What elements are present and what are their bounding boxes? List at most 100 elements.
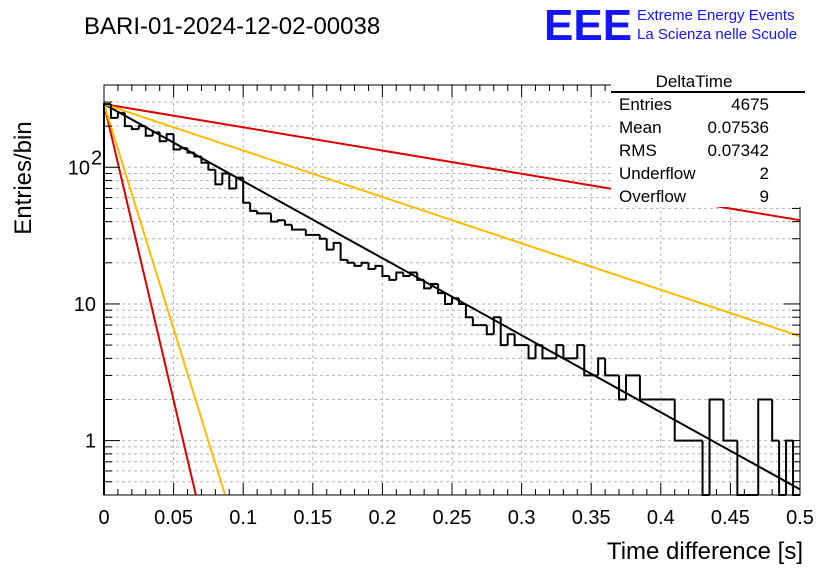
histogram-bin [576, 344, 585, 359]
logo-line-2: La Scienza nelle Scuole [637, 26, 797, 43]
histogram-bin [604, 358, 613, 377]
histogram-bin [158, 132, 167, 143]
histogram-bin [701, 440, 710, 496]
x-tick-label: 0.45 [711, 507, 750, 529]
histogram-bin [451, 297, 459, 304]
histogram-bin [151, 131, 160, 136]
stats-box-background [611, 73, 805, 207]
chart-title: BARI-01-2024-12-02-00038 [84, 13, 380, 40]
histogram-bin [346, 259, 355, 264]
logo-line-1: Extreme Energy Events [637, 7, 795, 24]
histogram-bin [283, 220, 292, 226]
histogram-bin [708, 398, 717, 495]
histogram-bin [144, 126, 153, 137]
histogram-bin [416, 272, 425, 281]
histogram-bin [256, 210, 265, 215]
histogram-bin [423, 279, 432, 290]
histogram-bin [722, 399, 731, 442]
histogram-bin [673, 399, 682, 442]
stats-value: 0.07342 [708, 141, 769, 160]
histogram-bin [249, 202, 258, 212]
histogram-bin [172, 134, 181, 151]
tick-labels: 0 0.05 0.1 0.15 0.2 0.25 0.3 0.35 0.4 0.45 0.5 1 10 1… [68, 147, 814, 529]
histogram-bin [618, 375, 626, 401]
histogram-bin [499, 317, 508, 347]
fit-line [103, 103, 197, 496]
histogram-bin [757, 398, 766, 495]
histogram-bin [778, 440, 787, 496]
histogram-bin [137, 125, 146, 130]
stats-value: 4675 [731, 95, 769, 114]
stats-label: Underflow [619, 164, 696, 183]
stats-title: DeltaTime [656, 72, 733, 91]
axes [103, 84, 801, 496]
y-tick-label-exponent: 2 [91, 147, 102, 169]
histogram-bin [736, 440, 745, 496]
stats-value: 0.07536 [708, 118, 769, 137]
histogram-bin [116, 111, 125, 118]
x-tick-label: 0.15 [293, 507, 332, 529]
histogram-bin [193, 152, 202, 158]
histogram-bin [437, 283, 446, 295]
histogram-bin [290, 224, 299, 231]
histogram-bin [785, 439, 794, 495]
stats-value: 9 [760, 187, 769, 206]
histogram-bin [214, 169, 223, 186]
histogram-bin [492, 316, 501, 335]
stats-value: 2 [760, 164, 769, 183]
histogram-bin [123, 112, 132, 128]
histogram-bin [625, 374, 633, 400]
histogram-bin [109, 104, 118, 119]
x-tick-label: 0 [98, 507, 109, 529]
histogram-bin [527, 345, 536, 360]
histogram-bin [471, 317, 480, 327]
fit-line [103, 103, 227, 496]
x-tick-label: 0.5 [786, 507, 814, 529]
histogram-bin [541, 345, 550, 360]
histogram-bin [325, 238, 334, 251]
stats-label: Mean [619, 118, 662, 137]
y-tick-label: 10 [74, 294, 96, 316]
histogram-bin [444, 293, 452, 305]
histogram-bin [388, 276, 397, 281]
histogram-bin [367, 262, 376, 271]
histogram-bin [186, 148, 195, 154]
eee-logo: EEE Extreme Energy Events La Scienza nel… [544, 1, 797, 50]
histogram-bin [103, 103, 111, 495]
stats-label: Entries [619, 95, 672, 114]
histogram-bin [534, 344, 543, 359]
histogram-bin [457, 298, 466, 305]
histogram-bin [221, 172, 230, 185]
histogram-bin [228, 173, 237, 190]
histogram-bin [339, 242, 348, 261]
histogram-bin [381, 265, 390, 278]
stats-box: DeltaTime Entries 4675 Mean 0.07536 RMS 0.073… [611, 72, 805, 207]
histogram-bin [597, 357, 606, 376]
histogram-bin [430, 282, 439, 289]
histogram-bin [513, 334, 522, 347]
x-tick-label: 0.35 [572, 507, 611, 529]
histogram-bin [242, 177, 251, 204]
fit-line [103, 103, 801, 338]
x-tick-label: 0.05 [154, 507, 193, 529]
histogram-bin [409, 271, 418, 277]
histogram-bin [207, 162, 216, 171]
y-axis-label: Entries/bin [10, 121, 37, 234]
histogram-bin [332, 241, 341, 250]
histogram-bin [402, 272, 411, 278]
stats-label: RMS [619, 141, 657, 160]
histogram-bin [374, 264, 383, 270]
stats-rows: Entries 4675 Mean 0.07536 RMS 0.07342 Underflo… [619, 95, 769, 206]
histogram-bin [165, 133, 174, 142]
histogram-bin [353, 262, 362, 267]
histogram-bin [555, 344, 564, 359]
histogram-bin [235, 176, 244, 189]
histogram-bin [771, 399, 780, 442]
logo-mark: EEE [544, 1, 632, 50]
fit-line [103, 103, 801, 491]
x-axis-label: Time difference [s] [607, 538, 803, 565]
y-tick-label: 1 [85, 431, 96, 453]
x-tick-label: 0.4 [647, 507, 675, 529]
histogram-bin [485, 325, 494, 336]
